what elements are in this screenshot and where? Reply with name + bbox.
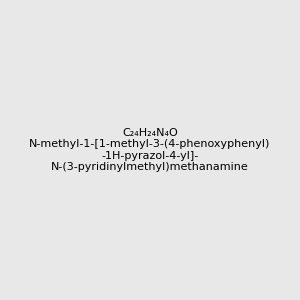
Text: C₂₄H₂₄N₄O
N-methyl-1-[1-methyl-3-(4-phenoxyphenyl)
-1H-pyrazol-4-yl]-
N-(3-pyrid: C₂₄H₂₄N₄O N-methyl-1-[1-methyl-3-(4-phen… (29, 128, 271, 172)
